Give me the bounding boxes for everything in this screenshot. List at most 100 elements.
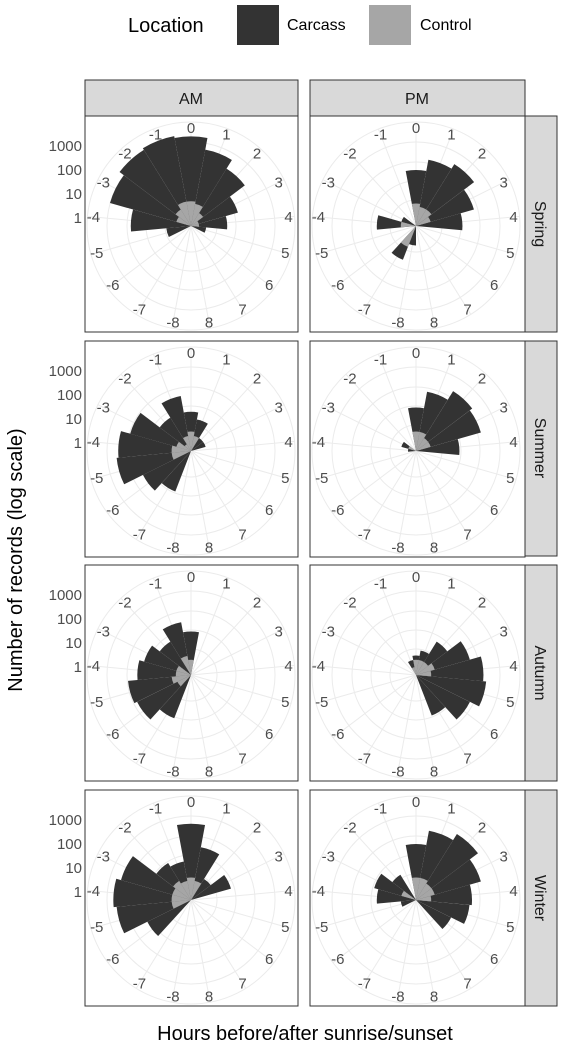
angular-tick-label: -5 [90, 470, 103, 487]
bar-carcass-hour-5 [191, 226, 207, 233]
bar-carcass-hour-3 [416, 189, 474, 226]
angular-tick-label: 2 [253, 146, 261, 163]
bar-carcass-hour-3 [191, 196, 238, 226]
strip-spring-label: Spring [531, 201, 548, 247]
angular-tick-label: -1 [149, 576, 162, 593]
bar-control-hour-2 [416, 209, 432, 226]
grid-spoke [190, 899, 275, 964]
grid-spoke [332, 450, 417, 515]
bar-control-hour-0 [187, 431, 195, 451]
grid-spoke [345, 148, 417, 227]
legend-label-carcass: Carcass [287, 17, 346, 34]
grid-spoke [332, 674, 417, 739]
grid-spoke [190, 899, 211, 1003]
bar-control-hour--4 [171, 445, 191, 453]
y-axis-title: Number of records (log scale) [5, 428, 27, 691]
angular-tick-label: 3 [500, 399, 508, 416]
bar-control-hour-3 [416, 888, 435, 900]
angular-tick-label: -2 [343, 595, 356, 612]
grid-spoke [190, 450, 275, 515]
angular-tick-label: 3 [275, 174, 283, 191]
angular-tick-label: -3 [322, 623, 335, 640]
bar-control-hour--3 [408, 446, 416, 451]
legend-swatch-control [369, 5, 411, 45]
bar-control-hour--1 [182, 436, 191, 451]
bar-control-hour--3 [401, 890, 416, 900]
bar-control-hour--5 [171, 900, 191, 909]
column-strips: AM PM [84, 79, 526, 117]
angular-tick-label: 2 [253, 595, 261, 612]
bar-carcass-hour--6 [142, 451, 191, 491]
strip-am [84, 79, 299, 117]
angular-tick-label: -7 [358, 301, 371, 318]
angular-tick-label: 5 [506, 694, 514, 711]
angular-tick-label: -3 [322, 174, 335, 191]
angular-tick-label: 3 [500, 623, 508, 640]
radial-tick-label: 10 [65, 411, 82, 428]
grid-spoke [190, 404, 285, 452]
angular-tick-label: 6 [265, 277, 273, 294]
angular-tick-label: 7 [238, 750, 246, 767]
bar-carcass-hour--1 [161, 395, 191, 451]
angular-tick-label: 8 [430, 539, 438, 556]
angular-tick-label: 6 [265, 726, 273, 743]
grid-spoke [315, 899, 417, 929]
angular-tick-label: 5 [506, 245, 514, 262]
bar-carcass-hour--8 [408, 226, 416, 246]
bar-control-hour--4 [175, 670, 191, 677]
bar-carcass-hour--6 [147, 900, 191, 937]
angular-tick-label: 4 [509, 434, 517, 451]
angular-tick-label: 1 [222, 576, 230, 593]
bar-control-hour-4 [191, 223, 200, 227]
angular-tick-label: -7 [358, 526, 371, 543]
angular-tick-label: 6 [265, 951, 273, 968]
grid-spoke [396, 674, 417, 778]
angular-tick-label: 1 [447, 352, 455, 369]
bar-carcass-hour-0 [183, 631, 199, 675]
grid-spoke [315, 674, 417, 704]
angular-tick-label: -4 [312, 658, 325, 675]
angular-tick-label: 7 [238, 975, 246, 992]
angular-tick-label: -1 [149, 352, 162, 369]
legend-swatch-carcass [237, 5, 279, 45]
bar-control-hour--3 [172, 888, 191, 900]
angular-tick-label: 0 [187, 569, 195, 586]
angular-tick-label: 6 [265, 502, 273, 519]
angular-tick-label: 1 [447, 801, 455, 818]
bar-control-hour-0 [412, 431, 420, 451]
grid-spoke [322, 628, 417, 676]
grid-spoke [415, 899, 436, 1003]
bar-carcass-hour-0 [174, 136, 208, 226]
angular-tick-label: -1 [374, 801, 387, 818]
grid-spoke [190, 674, 211, 778]
angular-tick-label: 6 [490, 951, 498, 968]
angular-tick-label: 5 [506, 470, 514, 487]
strip-autumn [524, 564, 558, 782]
radial-tick-label: 10 [65, 860, 82, 877]
grid-spoke [345, 373, 417, 452]
bar-control-hour--1 [180, 880, 191, 900]
grid-spoke [377, 577, 417, 676]
grid-spoke [190, 225, 211, 329]
angular-tick-label: 0 [412, 794, 420, 811]
bar-carcass-hour-6 [416, 675, 470, 720]
bar-carcass-hour-0 [176, 823, 206, 900]
grid-spoke [322, 404, 417, 452]
strip-am-label: AM [179, 91, 203, 108]
grid-spoke [107, 225, 192, 290]
grid-spoke [360, 674, 417, 764]
angular-tick-label: -4 [312, 883, 325, 900]
bar-control-hour-2 [416, 438, 429, 451]
bar-control-hour-2 [191, 213, 204, 226]
bar-carcass-hour-5 [416, 900, 470, 924]
bar-carcass-hour-4 [191, 216, 228, 230]
radial-tick-label: 1 [74, 659, 82, 676]
grid-spoke [190, 899, 247, 989]
angular-tick-label: 8 [205, 539, 213, 556]
angular-tick-label: -3 [322, 848, 335, 865]
angular-tick-label: 5 [281, 245, 289, 262]
angular-tick-label: 8 [430, 763, 438, 780]
angular-tick-label: -1 [374, 576, 387, 593]
bar-carcass-hour--2 [159, 417, 191, 451]
radial-tick-label: 1 [74, 884, 82, 901]
